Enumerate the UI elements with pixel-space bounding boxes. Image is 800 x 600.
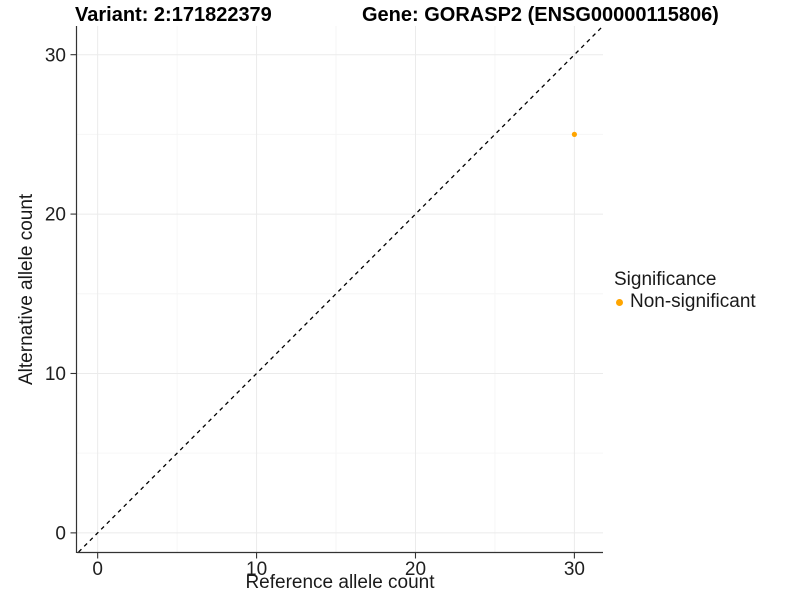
x-tick-label: 20 [405, 559, 426, 580]
x-tick-label: 30 [564, 559, 585, 580]
y-tick-label: 30 [45, 45, 66, 66]
x-tick-label: 0 [92, 559, 103, 580]
y-tick-label: 10 [45, 364, 66, 385]
x-axis-title: Reference allele count [245, 572, 435, 593]
legend-entry-label: Non-significant [630, 291, 756, 312]
identity-line [78, 25, 604, 553]
x-tick-label: 10 [246, 559, 267, 580]
y-tick-label: 20 [45, 205, 66, 226]
legend-entry: Non-significant [614, 291, 756, 312]
legend-point-icon [616, 298, 623, 306]
y-axis-title: Alternative allele count [16, 193, 37, 385]
gene-title: Gene: GORASP2 (ENSG00000115806) [362, 4, 719, 26]
legend: Significance Non-significant [614, 269, 756, 313]
variant-title: Variant: 2:171822379 [75, 4, 272, 26]
data-point [571, 131, 577, 137]
y-tick-label: 0 [55, 524, 66, 545]
legend-title: Significance [614, 269, 717, 290]
